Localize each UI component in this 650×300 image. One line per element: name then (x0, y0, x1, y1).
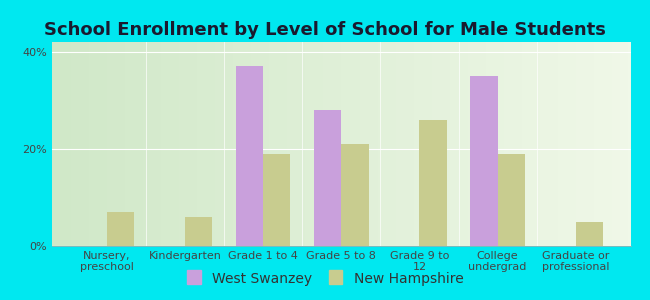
Bar (185, 217, 213, 246)
Bar (314, 110, 341, 246)
Bar (419, 120, 447, 246)
Legend: West Swanzey, New Hampshire: West Swanzey, New Hampshire (183, 268, 467, 290)
Bar (263, 154, 291, 246)
Bar (236, 66, 263, 246)
Bar (341, 144, 369, 246)
Bar (498, 154, 525, 246)
Bar (576, 222, 603, 246)
Bar (470, 76, 498, 246)
Bar (107, 212, 134, 246)
Text: School Enrollment by Level of School for Male Students: School Enrollment by Level of School for… (44, 21, 606, 39)
